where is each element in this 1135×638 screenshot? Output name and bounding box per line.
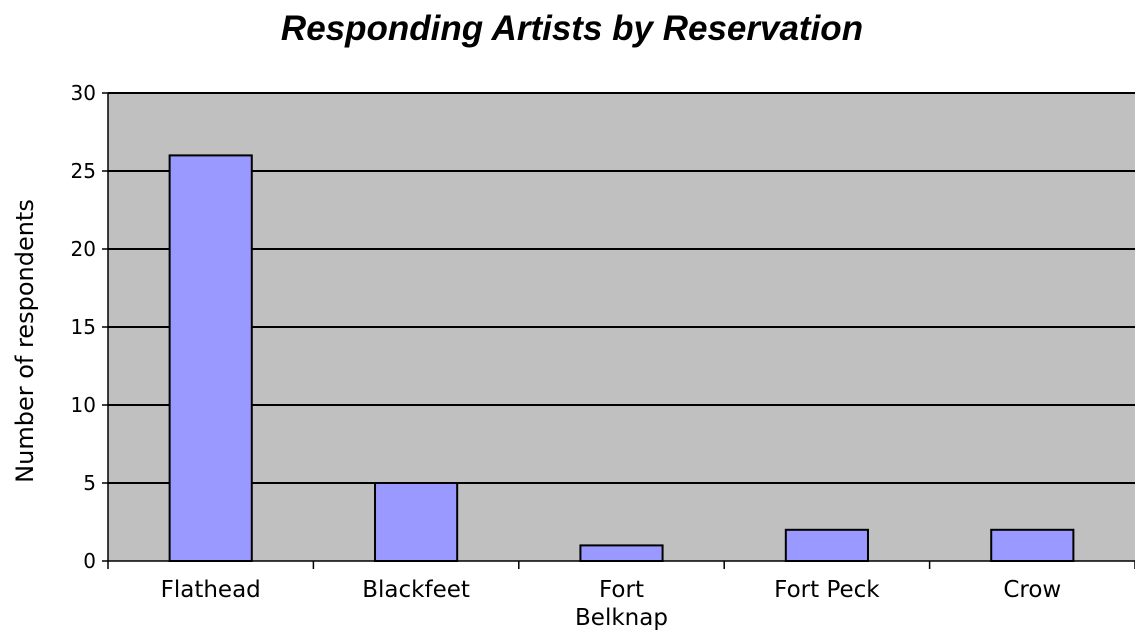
y-tick-label: 15 <box>71 315 96 339</box>
bar-crow <box>990 528 1075 562</box>
bar-fort-peck <box>784 528 869 562</box>
y-tick-label: 5 <box>83 471 96 495</box>
x-tick-label-fort-peck: Fort Peck <box>774 577 880 603</box>
bar-flathead <box>168 154 253 562</box>
bar-fort-belknap <box>579 544 664 563</box>
chart-title: Responding Artists by Reservation <box>281 9 863 48</box>
plot-area: 0 5 10 15 20 25 30 Flathead Blackfeet Fort Belknap… <box>71 81 1135 631</box>
y-tick-label: 25 <box>71 159 96 183</box>
y-tick-label: 0 <box>83 549 96 573</box>
x-tick-label-blackfeet: Blackfeet <box>362 577 470 603</box>
y-axis-label: Number of respondents <box>11 199 39 483</box>
y-tick-label: 20 <box>71 237 96 261</box>
x-tick-label-crow: Crow <box>1003 577 1061 603</box>
x-tick-label-flathead: Flathead <box>161 577 261 603</box>
y-tick-label: 10 <box>71 393 96 417</box>
x-tick-label-fort-belknap: Fort Belknap <box>575 577 668 631</box>
bar-blackfeet <box>374 482 459 562</box>
y-tick-label: 30 <box>71 81 96 105</box>
